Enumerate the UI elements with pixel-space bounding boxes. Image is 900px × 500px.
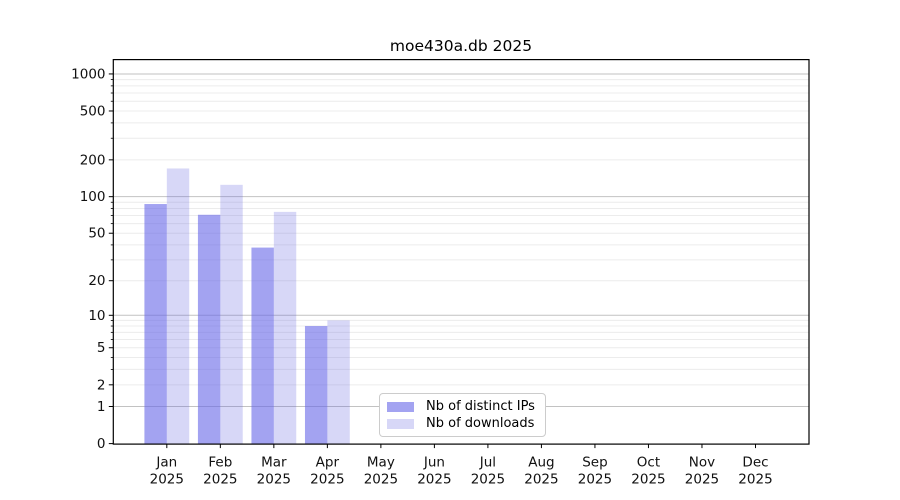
x-tick-label-month-apr: Apr bbox=[316, 455, 340, 471]
y-tick-label-10: 10 bbox=[88, 308, 105, 324]
x-tick-label-month-sep: Sep bbox=[582, 455, 607, 471]
x-tick-label-year-nov: 2025 bbox=[685, 472, 719, 488]
legend: Nb of distinct IPs Nb of downloads bbox=[379, 393, 546, 437]
legend-label-downloads: Nb of downloads bbox=[426, 416, 535, 431]
y-tick-label-50: 50 bbox=[88, 226, 105, 242]
x-tick-label-year-jan: 2025 bbox=[150, 472, 184, 488]
x-tick-label-month-nov: Nov bbox=[689, 455, 715, 471]
bar-nb-of-distinct-ips-jan bbox=[144, 204, 167, 445]
x-tick-label-month-feb: Feb bbox=[208, 455, 232, 471]
plot-border bbox=[112, 58, 810, 445]
y-tick-label-500: 500 bbox=[80, 103, 106, 119]
x-tick-label-year-sep: 2025 bbox=[578, 472, 612, 488]
x-tick-label-year-dec: 2025 bbox=[738, 472, 772, 488]
bar-nb-of-downloads-jan bbox=[166, 168, 190, 445]
x-tick-label-year-mar: 2025 bbox=[257, 472, 291, 488]
x-tick-label-year-aug: 2025 bbox=[524, 472, 558, 488]
bar-nb-of-downloads-mar bbox=[273, 211, 297, 445]
bar-nb-of-distinct-ips-mar bbox=[251, 247, 274, 445]
bar-nb-of-distinct-ips-feb bbox=[197, 214, 221, 445]
x-tick-label-year-apr: 2025 bbox=[310, 472, 344, 488]
x-tick-label-year-feb: 2025 bbox=[203, 472, 237, 488]
y-tick-label-20: 20 bbox=[88, 273, 105, 289]
x-tick-label-month-aug: Aug bbox=[528, 455, 554, 471]
y-tick-label-1: 1 bbox=[97, 399, 106, 415]
legend-swatch-downloads bbox=[387, 418, 414, 429]
bar-nb-of-downloads-feb bbox=[220, 184, 243, 445]
y-tick-label-100: 100 bbox=[80, 189, 106, 205]
chart-title: moe430a.db 2025 bbox=[389, 37, 533, 55]
y-tick-label-0: 0 bbox=[97, 436, 106, 452]
x-tick-label-month-mar: Mar bbox=[261, 455, 287, 471]
y-tick-label-5: 5 bbox=[97, 340, 106, 356]
x-tick-label-year-may: 2025 bbox=[364, 472, 398, 488]
x-tick-label-month-oct: Oct bbox=[637, 455, 660, 471]
legend-swatch-distinct-ips bbox=[387, 401, 414, 412]
y-tick-label-1000: 1000 bbox=[71, 66, 105, 82]
x-tick-label-month-may: May bbox=[367, 455, 395, 471]
y-tick-label-2: 2 bbox=[97, 377, 106, 393]
x-tick-label-month-dec: Dec bbox=[742, 455, 768, 471]
x-tick-label-month-jan: Jan bbox=[155, 455, 177, 471]
bar-nb-of-downloads-apr bbox=[327, 320, 350, 445]
legend-item-distinct-ips: Nb of distinct IPs bbox=[387, 399, 538, 414]
x-tick-label-year-oct: 2025 bbox=[631, 472, 665, 488]
bar-nb-of-distinct-ips-apr bbox=[304, 326, 328, 445]
legend-item-downloads: Nb of downloads bbox=[387, 416, 538, 431]
x-tick-label-month-jul: Jul bbox=[479, 455, 496, 471]
x-tick-label-year-jul: 2025 bbox=[471, 472, 505, 488]
y-tick-label-200: 200 bbox=[80, 152, 106, 168]
x-tick-label-year-jun: 2025 bbox=[417, 472, 451, 488]
legend-label-distinct-ips: Nb of distinct IPs bbox=[426, 399, 535, 414]
x-tick-label-month-jun: Jun bbox=[423, 455, 445, 471]
